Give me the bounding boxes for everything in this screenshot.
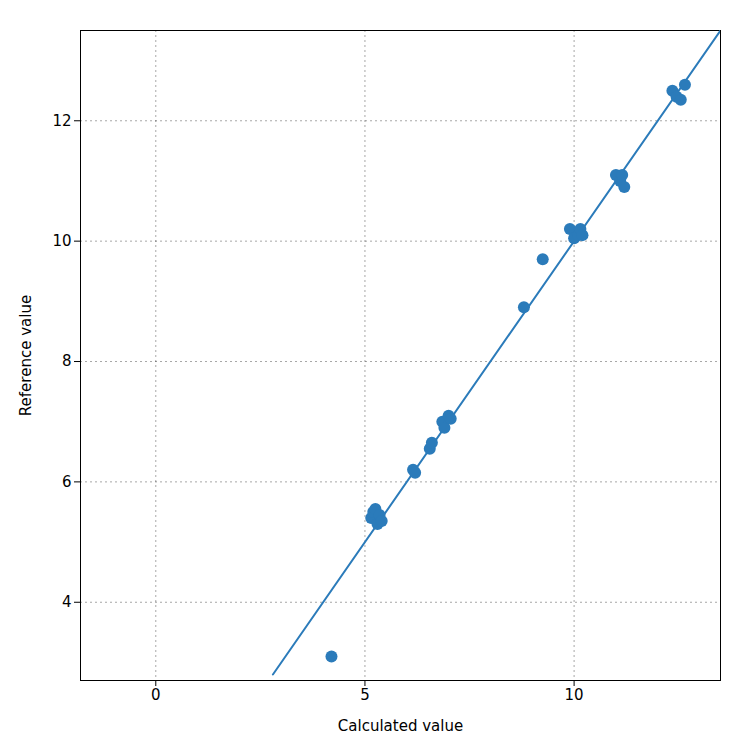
svg-text:10: 10	[52, 232, 71, 250]
svg-text:8: 8	[62, 352, 72, 370]
svg-text:4: 4	[62, 593, 72, 611]
svg-text:12: 12	[52, 112, 71, 130]
svg-text:Calculated value: Calculated value	[338, 717, 463, 735]
svg-text:Reference value: Reference value	[17, 295, 35, 416]
svg-text:5: 5	[360, 686, 370, 704]
svg-text:6: 6	[62, 473, 72, 491]
svg-text:10: 10	[565, 686, 584, 704]
svg-text:0: 0	[151, 686, 161, 704]
